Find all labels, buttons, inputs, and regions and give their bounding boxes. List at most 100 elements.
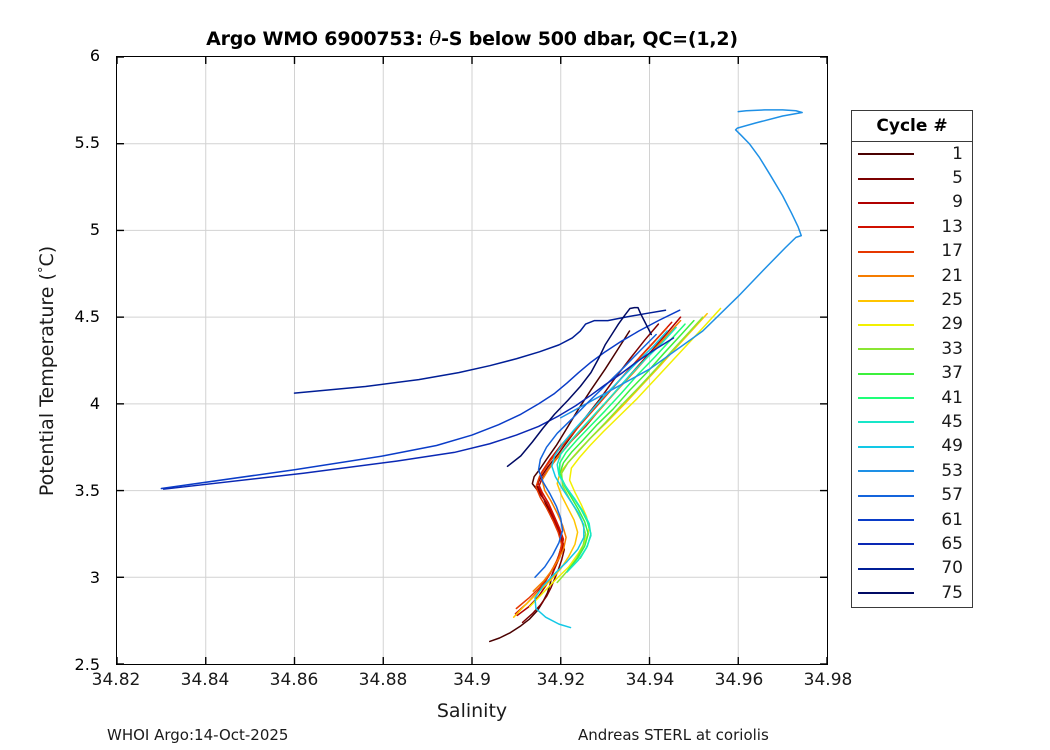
legend-items: 1 5 9 13 17 21 25 29 33 37 41 45 49 53 57 61 65 70 75 (852, 142, 972, 607)
legend-item[interactable]: 5 (852, 166, 972, 190)
legend-item[interactable]: 17 (852, 240, 972, 264)
y-tick-label: 4.5 (74, 307, 100, 326)
x-tick-label: 34.86 (269, 670, 319, 690)
legend-item-label: 57 (941, 485, 963, 506)
legend-item-label: 29 (941, 314, 963, 335)
legend-item-label: 25 (941, 290, 963, 311)
legend-item[interactable]: 57 (852, 483, 972, 507)
legend-item-label: 37 (941, 363, 963, 384)
legend-item[interactable]: 45 (852, 410, 972, 434)
y-tick-label: 5.5 (74, 133, 100, 152)
series-line (559, 319, 695, 572)
series-line (506, 306, 653, 468)
x-tick-label: 34.92 (536, 670, 586, 690)
legend-item[interactable]: 1 (852, 142, 972, 166)
legend-item[interactable]: 33 (852, 337, 972, 361)
footer-left-text: WHOI Argo:14-Oct-2025 (107, 726, 289, 744)
legend-title: Cycle # (852, 111, 972, 142)
legend-item-label: 41 (941, 387, 963, 408)
x-tick-label: 34.96 (714, 670, 764, 690)
legend-item-label: 21 (941, 265, 963, 286)
legend-color-swatch (858, 567, 914, 570)
legend-item-label: 45 (941, 411, 963, 432)
title-suffix: -S below 500 dbar, QC=(1,2) (441, 28, 738, 50)
y-axis-title-tail: C) (36, 245, 58, 267)
series-line (556, 326, 677, 573)
legend-item-label: 17 (941, 241, 963, 262)
legend-color-swatch (858, 226, 914, 229)
series-lines (160, 109, 803, 643)
y-tick-label: 3.5 (74, 481, 100, 500)
legend-color-swatch (858, 299, 914, 302)
degree-icon: ° (37, 266, 52, 274)
legend-item-label: 5 (952, 168, 963, 189)
series-line (293, 309, 667, 394)
series-line (160, 309, 681, 490)
y-tick-label: 4 (89, 394, 100, 413)
legend-item-label: 70 (941, 558, 963, 579)
legend-item-label: 1 (952, 143, 963, 164)
legend-item[interactable]: 25 (852, 288, 972, 312)
legend-item-label: 65 (941, 533, 963, 554)
legend-color-swatch (858, 348, 914, 351)
legend-item[interactable]: 21 (852, 264, 972, 288)
x-tick-label: 34.82 (91, 670, 141, 690)
legend-item-label: 49 (941, 436, 963, 457)
legend-item[interactable]: 53 (852, 459, 972, 483)
y-axis-ticks: 2.5 3 3.5 4 4.5 5 5.5 6 (0, 0, 108, 750)
legend-item-label: 61 (941, 509, 963, 530)
legend-color-swatch (858, 470, 914, 473)
x-axis-title: Salinity (436, 700, 508, 722)
legend-item[interactable]: 61 (852, 508, 972, 532)
legend-item[interactable]: 13 (852, 215, 972, 239)
plot-svg (117, 57, 827, 664)
footer-right-text: Andreas STERL at coriolis (578, 726, 769, 744)
y-axis-title-main: Potential Temperature ( (36, 273, 58, 497)
y-tick-label: 6 (89, 46, 100, 65)
series-line (560, 109, 803, 419)
legend-item-label: 75 (941, 582, 963, 603)
series-line (528, 307, 722, 608)
legend-color-swatch (858, 250, 914, 253)
legend-item[interactable]: 49 (852, 435, 972, 459)
legend-color-swatch (858, 397, 914, 400)
series-line (556, 316, 704, 584)
x-tick-label: 34.9 (453, 670, 491, 690)
legend-color-swatch (858, 592, 914, 595)
legend-color-swatch (858, 519, 914, 522)
series-line (162, 337, 675, 490)
title-prefix: Argo WMO 6900753: (206, 28, 430, 50)
legend-color-swatch (858, 323, 914, 326)
legend-color-swatch (858, 421, 914, 424)
legend-color-swatch (858, 153, 914, 156)
legend-item[interactable]: 41 (852, 386, 972, 410)
plot-area (116, 56, 828, 665)
x-tick-label: 34.88 (358, 670, 408, 690)
y-tick-label: 2.5 (74, 655, 100, 674)
tick-marks (117, 57, 827, 664)
x-axis-ticks: 34.82 34.84 34.86 34.88 34.9 34.92 34.94 34.96 3… (0, 670, 1050, 696)
series-line (512, 312, 708, 618)
legend-item[interactable]: 70 (852, 557, 972, 581)
legend-item-label: 9 (952, 192, 963, 213)
legend-color-swatch (858, 275, 914, 278)
gridlines (117, 57, 827, 664)
series-line (489, 330, 631, 643)
y-tick-label: 5 (89, 220, 100, 239)
legend-color-swatch (858, 494, 914, 497)
page-title: Argo WMO 6900753: θ-S below 500 dbar, QC… (116, 26, 828, 50)
y-tick-label: 3 (89, 568, 100, 587)
legend-item[interactable]: 65 (852, 532, 972, 556)
y-axis-title: Potential Temperature (°C) (36, 151, 58, 591)
legend-color-swatch (858, 445, 914, 448)
legend-item[interactable]: 9 (852, 191, 972, 215)
legend-item[interactable]: 75 (852, 581, 972, 605)
legend-item[interactable]: 37 (852, 362, 972, 386)
legend-item[interactable]: 29 (852, 313, 972, 337)
legend-item-label: 13 (941, 216, 963, 237)
legend-color-swatch (858, 201, 914, 204)
theta-symbol: θ (429, 26, 442, 50)
x-tick-label: 34.84 (180, 670, 230, 690)
legend-color-swatch (858, 177, 914, 180)
